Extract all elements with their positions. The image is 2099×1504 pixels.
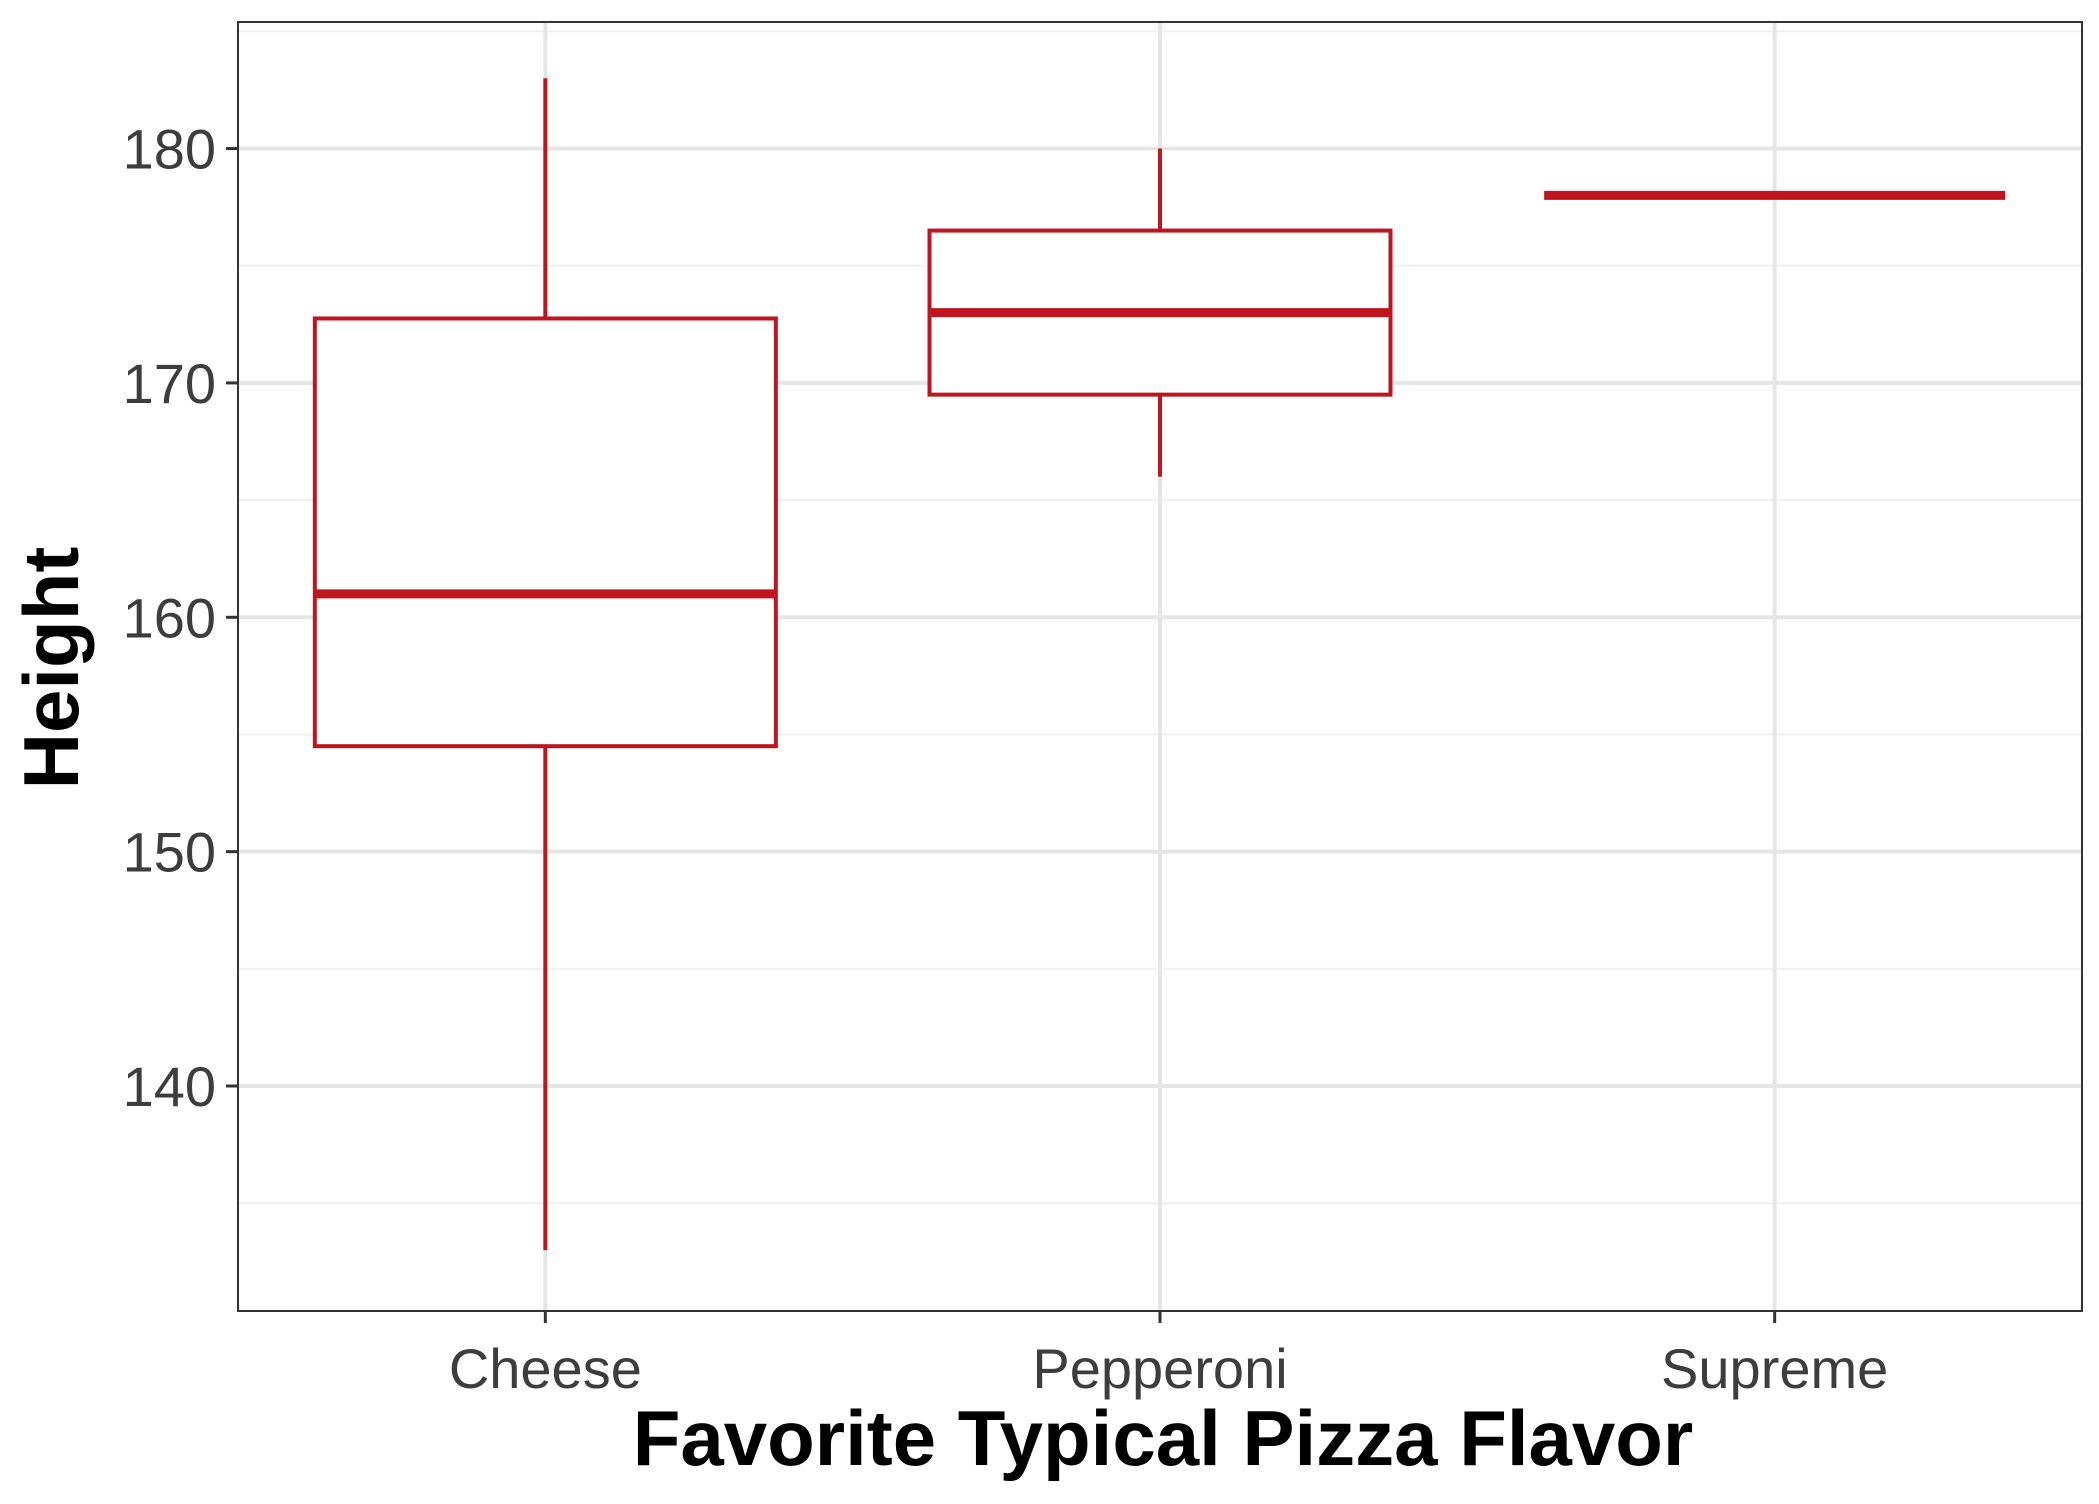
x-tick-label: Pepperoni: [1032, 1337, 1287, 1400]
boxes: [312, 78, 2006, 1251]
x-axis-title: Favorite Typical Pizza Flavor: [633, 1394, 1694, 1482]
y-tick-label: 140: [123, 1055, 216, 1118]
y-axis-title: Height: [7, 547, 95, 790]
y-tick-label: 180: [123, 118, 216, 181]
x-tick-label: Supreme: [1661, 1337, 1888, 1400]
box-iqr: [312, 316, 778, 749]
x-tick-label: Cheese: [449, 1337, 642, 1400]
y-tick-label: 160: [123, 586, 216, 649]
box-pepperoni: [927, 148, 1393, 477]
y-tick-label: 150: [123, 821, 216, 884]
axes: 140 150 160 170 180 Cheese Pepperoni Supreme: [123, 118, 1889, 1400]
box-cheese: [312, 78, 778, 1251]
y-tick-label: 170: [123, 352, 216, 415]
